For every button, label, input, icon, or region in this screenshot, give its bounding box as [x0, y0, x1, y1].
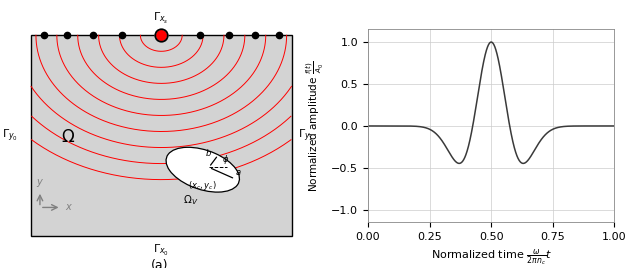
Text: $\Gamma_{x_s}$: $\Gamma_{x_s}$: [154, 11, 169, 26]
Text: $b$: $b$: [205, 147, 212, 158]
X-axis label: Normalized time $\frac{\omega}{2\pi n_c}t$: Normalized time $\frac{\omega}{2\pi n_c}…: [431, 248, 552, 268]
Text: $\phi$: $\phi$: [222, 153, 229, 166]
Bar: [31, 35, 292, 236]
Text: $\Gamma_{y_1}$: $\Gamma_{y_1}$: [298, 127, 314, 144]
Text: $x$: $x$: [65, 202, 72, 213]
Text: $(x_c, y_c)$: $(x_c, y_c)$: [188, 179, 217, 192]
Text: $\Gamma_{y_0}$: $\Gamma_{y_0}$: [3, 127, 19, 144]
Text: $\Gamma_{x_0}$: $\Gamma_{x_0}$: [153, 243, 170, 258]
Text: $y$: $y$: [36, 177, 44, 189]
Ellipse shape: [166, 147, 239, 192]
Text: $\Omega_V$: $\Omega_V$: [183, 193, 198, 207]
Text: (a): (a): [151, 259, 168, 268]
Text: $a$: $a$: [235, 168, 241, 177]
Text: $\Omega$: $\Omega$: [61, 128, 75, 146]
Y-axis label: Normalized amplitude $\frac{f(t)}{A_0}$: Normalized amplitude $\frac{f(t)}{A_0}$: [305, 60, 326, 192]
